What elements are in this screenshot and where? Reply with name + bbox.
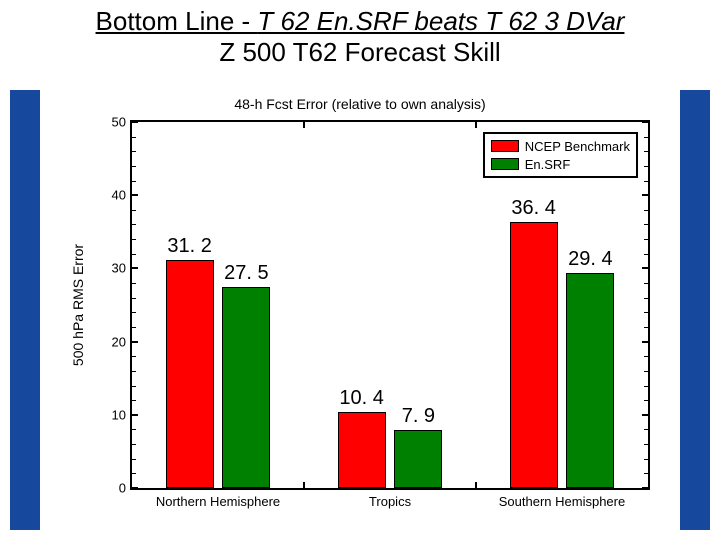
ytick-minor bbox=[644, 181, 649, 182]
ytick-minor bbox=[131, 181, 136, 182]
legend: NCEP Benchmark En.SRF bbox=[483, 132, 638, 178]
title-line2: Z 500 T62 Forecast Skill bbox=[0, 37, 720, 68]
ytick-minor bbox=[131, 298, 136, 299]
yaxis-label: 500 hPa RMS Error bbox=[70, 244, 86, 366]
chart-outer: 48-h Fcst Error (relative to own analysi… bbox=[10, 90, 710, 530]
ytick-label: 40 bbox=[112, 188, 126, 203]
ytick bbox=[130, 341, 138, 343]
category-label: Southern Hemisphere bbox=[499, 494, 625, 509]
ytick-minor bbox=[131, 166, 136, 167]
legend-item: NCEP Benchmark bbox=[491, 137, 630, 155]
ytick bbox=[642, 267, 650, 269]
ytick bbox=[130, 267, 138, 269]
title-line1: Bottom Line - T 62 En.SRF beats T 62 3 D… bbox=[0, 6, 720, 37]
bar bbox=[510, 222, 558, 488]
bar-value-label: 29. 4 bbox=[568, 248, 612, 271]
bar-value-label: 31. 2 bbox=[167, 235, 211, 258]
legend-item: En.SRF bbox=[491, 155, 630, 173]
ytick bbox=[642, 341, 650, 343]
ytick bbox=[642, 194, 650, 196]
ytick-minor bbox=[131, 473, 136, 474]
bar-value-label: 36. 4 bbox=[511, 197, 555, 220]
ytick-label: 0 bbox=[119, 481, 126, 496]
bar bbox=[338, 412, 386, 488]
ytick-label: 50 bbox=[112, 115, 126, 130]
ytick bbox=[130, 487, 138, 489]
bar-value-label: 27. 5 bbox=[224, 262, 268, 285]
ytick-minor bbox=[644, 400, 649, 401]
ytick bbox=[130, 414, 138, 416]
xtick bbox=[303, 120, 305, 128]
ytick-minor bbox=[644, 386, 649, 387]
ytick-minor bbox=[131, 459, 136, 460]
ytick-minor bbox=[644, 298, 649, 299]
ytick-minor bbox=[644, 224, 649, 225]
ytick-label: 30 bbox=[112, 261, 126, 276]
ytick bbox=[130, 121, 138, 123]
chart-panel: 48-h Fcst Error (relative to own analysi… bbox=[40, 90, 680, 530]
ytick-minor bbox=[131, 151, 136, 152]
ytick-minor bbox=[644, 459, 649, 460]
bar-value-label: 10. 4 bbox=[339, 387, 383, 410]
category-label: Tropics bbox=[369, 494, 411, 509]
ytick bbox=[642, 414, 650, 416]
ytick-minor bbox=[644, 239, 649, 240]
ytick-label: 10 bbox=[112, 407, 126, 422]
ytick-minor bbox=[644, 429, 649, 430]
legend-swatch bbox=[491, 158, 519, 170]
ytick-minor bbox=[644, 473, 649, 474]
legend-label: NCEP Benchmark bbox=[525, 139, 630, 154]
ytick-minor bbox=[131, 386, 136, 387]
ytick-minor bbox=[131, 239, 136, 240]
ytick-minor bbox=[644, 327, 649, 328]
ytick-minor bbox=[644, 137, 649, 138]
ytick-label: 20 bbox=[112, 334, 126, 349]
ytick-minor bbox=[644, 312, 649, 313]
ytick-minor bbox=[131, 137, 136, 138]
ytick-minor bbox=[131, 444, 136, 445]
slide: Bottom Line - T 62 En.SRF beats T 62 3 D… bbox=[0, 0, 720, 540]
xtick bbox=[475, 482, 477, 490]
ytick-minor bbox=[644, 356, 649, 357]
title-line1-italic: T 62 En.SRF beats T 62 3 DVar bbox=[257, 6, 624, 36]
ytick-minor bbox=[644, 210, 649, 211]
category-label: Northern Hemisphere bbox=[156, 494, 280, 509]
ytick-minor bbox=[131, 371, 136, 372]
ytick-minor bbox=[644, 371, 649, 372]
ytick-minor bbox=[131, 429, 136, 430]
bar bbox=[566, 273, 614, 488]
legend-label: En.SRF bbox=[525, 157, 571, 172]
ytick-minor bbox=[644, 151, 649, 152]
ytick-minor bbox=[644, 254, 649, 255]
ytick-minor bbox=[644, 166, 649, 167]
ytick-minor bbox=[131, 283, 136, 284]
ytick-minor bbox=[131, 356, 136, 357]
ytick-minor bbox=[644, 283, 649, 284]
title-line1-plain: Bottom Line - bbox=[96, 6, 258, 36]
bar-value-label: 7. 9 bbox=[402, 405, 435, 428]
ytick bbox=[130, 194, 138, 196]
bar bbox=[222, 287, 270, 488]
ytick-minor bbox=[131, 312, 136, 313]
title-block: Bottom Line - T 62 En.SRF beats T 62 3 D… bbox=[0, 0, 720, 68]
ytick-minor bbox=[131, 224, 136, 225]
ytick-minor bbox=[131, 210, 136, 211]
legend-swatch bbox=[491, 140, 519, 152]
chart-title: 48-h Fcst Error (relative to own analysi… bbox=[40, 96, 680, 112]
ytick-minor bbox=[131, 327, 136, 328]
ytick bbox=[642, 487, 650, 489]
plot-area: NCEP BenchmarkEn.SRF 01020304050Northern… bbox=[130, 120, 650, 490]
ytick-minor bbox=[131, 254, 136, 255]
xtick bbox=[303, 482, 305, 490]
ytick-minor bbox=[644, 444, 649, 445]
bar bbox=[394, 430, 442, 488]
xtick bbox=[475, 120, 477, 128]
ytick bbox=[642, 121, 650, 123]
bar bbox=[166, 260, 214, 488]
ytick-minor bbox=[131, 400, 136, 401]
